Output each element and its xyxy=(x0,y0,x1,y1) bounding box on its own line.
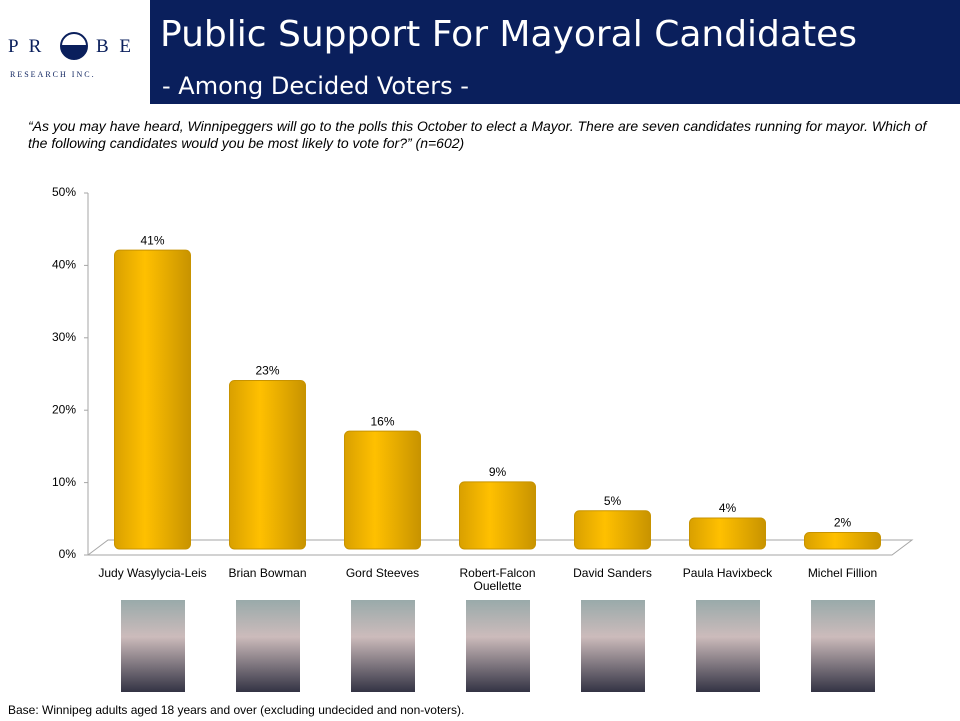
candidate-photo xyxy=(235,600,300,692)
logo-right: B E xyxy=(96,36,135,57)
header: Public Support For Mayoral Candidates - … xyxy=(150,0,960,104)
x-tick-label: Robert-Falcon Ouellette xyxy=(459,566,536,593)
y-tick-label: 20% xyxy=(52,402,76,416)
subtitle: - Among Decided Voters - xyxy=(162,72,469,100)
value-label: 9% xyxy=(489,465,507,479)
logo-circle xyxy=(60,32,88,60)
value-label: 16% xyxy=(370,414,394,428)
bar xyxy=(459,481,536,550)
candidate-photo xyxy=(695,600,760,692)
bar xyxy=(689,517,766,550)
candidate-photo xyxy=(350,600,415,692)
x-tick-label: Gord Steeves xyxy=(345,566,420,580)
footnote: Base: Winnipeg adults aged 18 years and … xyxy=(8,703,465,717)
x-tick-label: Paula Havixbeck xyxy=(682,566,773,580)
title: Public Support For Mayoral Candidates xyxy=(160,14,857,55)
bar xyxy=(114,249,191,550)
bar xyxy=(804,532,881,550)
candidate-photo xyxy=(580,600,645,692)
bar xyxy=(344,430,421,550)
y-tick-label: 0% xyxy=(59,547,77,561)
x-tick-label: Brian Bowman xyxy=(228,566,307,580)
candidate-photo xyxy=(810,600,875,692)
x-tick-label: Judy Wasylycia-Leis xyxy=(98,566,207,580)
bar xyxy=(229,379,306,550)
logo-left: P R xyxy=(8,36,45,57)
y-tick-label: 10% xyxy=(52,475,76,489)
value-label: 2% xyxy=(834,516,852,530)
x-tick-label: David Sanders xyxy=(573,566,652,580)
value-label: 4% xyxy=(719,501,737,515)
candidate-photo xyxy=(120,600,185,692)
y-tick-label: 40% xyxy=(52,258,76,272)
logo-sub: RESEARCH INC. xyxy=(10,70,96,79)
value-label: 5% xyxy=(604,494,622,508)
question: “As you may have heard, Winnipeggers wil… xyxy=(28,118,927,151)
value-label: 41% xyxy=(140,233,164,247)
value-label: 23% xyxy=(255,364,279,378)
candidate-photo xyxy=(465,600,530,692)
x-tick-label: Michel Fillion xyxy=(807,566,878,580)
y-tick-label: 50% xyxy=(52,185,76,199)
bar xyxy=(574,510,651,550)
y-tick-label: 30% xyxy=(52,330,76,344)
logo: P R B E RESEARCH INC. xyxy=(0,0,150,104)
